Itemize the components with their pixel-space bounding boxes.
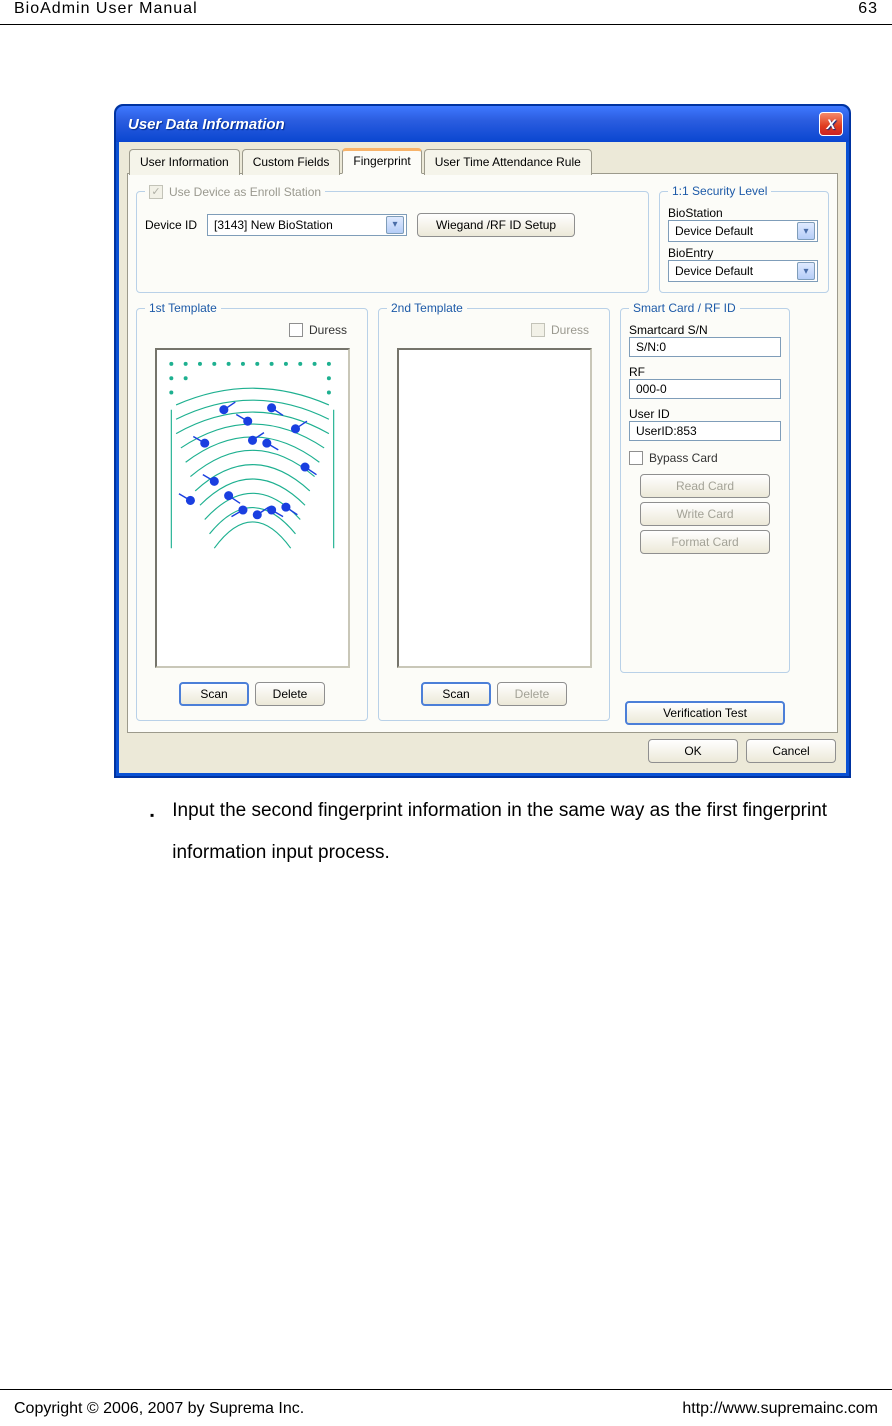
window-title: User Data Information <box>128 116 285 133</box>
device-id-label: Device ID <box>145 218 197 232</box>
tab-user-information[interactable]: User Information <box>129 149 240 175</box>
page-number: 63 <box>858 0 878 18</box>
group-smartcard: Smart Card / RF ID Smartcard S/N RF User… <box>620 301 790 673</box>
fingerprint-icon <box>157 350 348 555</box>
cancel-button[interactable]: Cancel <box>746 739 836 763</box>
read-card-button: Read Card <box>640 474 770 498</box>
instruction-text: Input the second fingerprint information… <box>172 790 832 874</box>
ok-button[interactable]: OK <box>648 739 738 763</box>
bioentry-value: Device Default <box>675 264 753 278</box>
template1-delete-button[interactable]: Delete <box>255 682 325 706</box>
fingerprint-preview-2 <box>397 348 592 668</box>
checkbox-icon <box>289 323 303 337</box>
footer-copyright: Copyright © 2006, 2007 by Suprema Inc. <box>14 1400 304 1418</box>
verification-test-button[interactable]: Verification Test <box>625 701 785 725</box>
window-body: User Information Custom Fields Fingerpri… <box>116 142 849 776</box>
screenshot: User Data Information X User Information… <box>115 105 850 777</box>
chevron-down-icon: ▾ <box>797 222 815 240</box>
dialog-window: User Data Information X User Information… <box>115 105 850 777</box>
template1-duress-label: Duress <box>309 323 347 337</box>
checkbox-icon: ✓ <box>149 185 163 199</box>
biostation-value: Device Default <box>675 224 753 238</box>
footer-url: http://www.supremainc.com <box>682 1400 878 1418</box>
tab-custom-fields[interactable]: Custom Fields <box>242 149 341 175</box>
rf-input[interactable] <box>629 379 781 399</box>
header-left: BioAdmin User Manual <box>14 0 198 18</box>
bypass-card-checkbox[interactable]: Bypass Card <box>629 451 718 465</box>
page-footer: Copyright © 2006, 2007 by Suprema Inc. h… <box>0 1389 892 1418</box>
userid-input[interactable] <box>629 421 781 441</box>
tabstrip: User Information Custom Fields Fingerpri… <box>129 148 838 174</box>
titlebar: User Data Information X <box>116 106 849 142</box>
group-template-1: 1st Template Duress <box>136 301 368 721</box>
biostation-select[interactable]: Device Default ▾ <box>668 220 818 242</box>
write-card-button: Write Card <box>640 502 770 526</box>
bypass-card-label: Bypass Card <box>649 451 718 465</box>
device-id-value: [3143] New BioStation <box>214 218 333 232</box>
format-card-button: Format Card <box>640 530 770 554</box>
template2-duress-checkbox: Duress <box>531 323 589 337</box>
rf-label: RF <box>629 365 781 379</box>
bioentry-select[interactable]: Device Default ▾ <box>668 260 818 282</box>
smartcard-legend: Smart Card / RF ID <box>629 301 740 315</box>
checkbox-icon <box>531 323 545 337</box>
wiegand-setup-button[interactable]: Wiegand /RF ID Setup <box>417 213 575 237</box>
body-text: ▪ Input the second fingerprint informati… <box>150 790 832 874</box>
bullet-icon: ▪ <box>150 802 154 874</box>
sn-input[interactable] <box>629 337 781 357</box>
close-icon[interactable]: X <box>819 112 843 136</box>
use-device-label: Use Device as Enroll Station <box>169 185 321 199</box>
template2-legend: 2nd Template <box>387 301 467 315</box>
dialog-buttons: OK Cancel <box>127 733 838 765</box>
chevron-down-icon: ▾ <box>386 216 404 234</box>
template2-duress-label: Duress <box>551 323 589 337</box>
group-enroll-station: ✓ Use Device as Enroll Station Device ID… <box>136 184 649 293</box>
tab-fingerprint[interactable]: Fingerprint <box>342 148 421 174</box>
use-device-checkbox[interactable]: ✓ Use Device as Enroll Station <box>149 185 321 199</box>
userid-label: User ID <box>629 407 781 421</box>
template1-legend: 1st Template <box>145 301 221 315</box>
template1-scan-button[interactable]: Scan <box>179 682 249 706</box>
security-legend: 1:1 Security Level <box>668 184 771 198</box>
device-id-select[interactable]: [3143] New BioStation ▾ <box>207 214 407 236</box>
group-security-level: 1:1 Security Level BioStation Device Def… <box>659 184 829 293</box>
fingerprint-preview-1 <box>155 348 350 668</box>
template2-delete-button: Delete <box>497 682 567 706</box>
tab-content: ✓ Use Device as Enroll Station Device ID… <box>127 173 838 733</box>
template2-scan-button[interactable]: Scan <box>421 682 491 706</box>
group-template-2: 2nd Template Duress Scan Delete <box>378 301 610 721</box>
page-header: BioAdmin User Manual 63 <box>0 0 892 25</box>
chevron-down-icon: ▾ <box>797 262 815 280</box>
sn-label: Smartcard S/N <box>629 323 781 337</box>
checkbox-icon <box>629 451 643 465</box>
tab-time-attendance[interactable]: User Time Attendance Rule <box>424 149 592 175</box>
bioentry-label: BioEntry <box>668 246 820 260</box>
template1-duress-checkbox[interactable]: Duress <box>289 323 347 337</box>
biostation-label: BioStation <box>668 206 820 220</box>
